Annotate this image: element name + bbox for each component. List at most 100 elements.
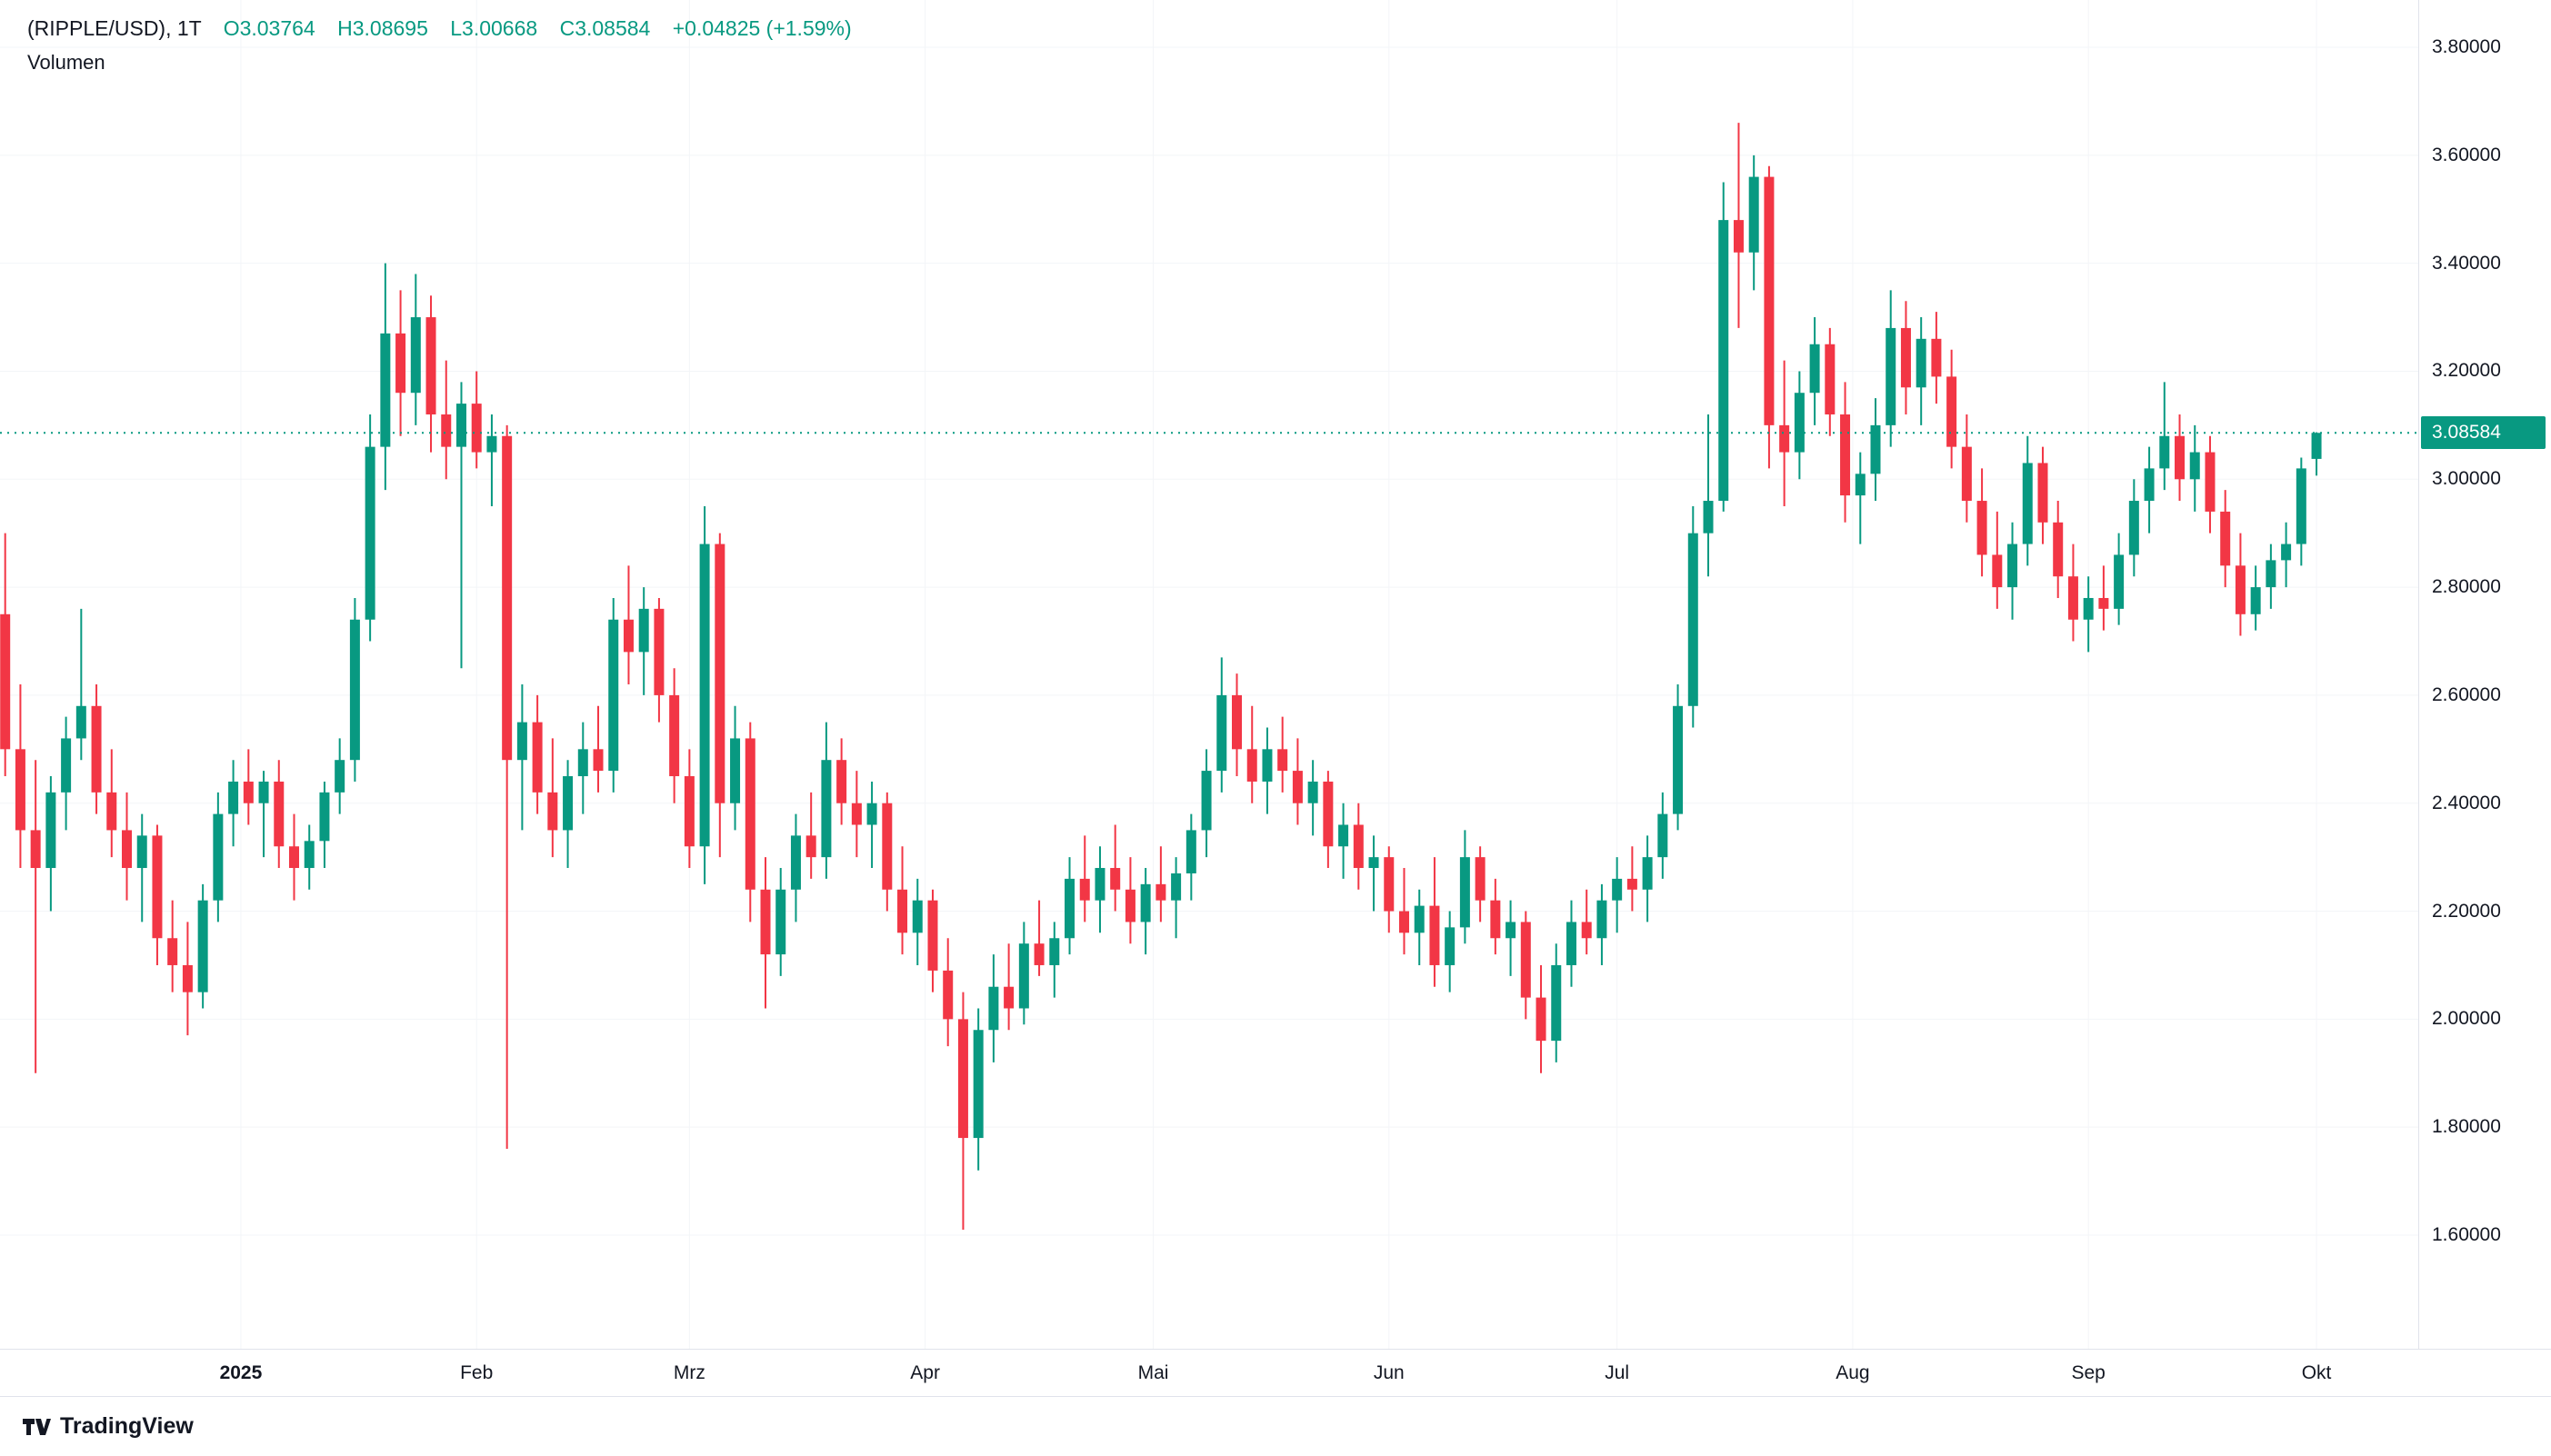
symbol-interval-label[interactable]: (RIPPLE/USD), 1T [27, 16, 202, 40]
candle-body [410, 317, 421, 394]
candle-body [1748, 176, 1759, 253]
candle-body [593, 749, 604, 772]
candle-body [943, 970, 954, 1020]
candle-body [988, 986, 999, 1031]
candle-body [1065, 878, 1075, 939]
candle-body [1079, 878, 1090, 901]
candle-body [304, 841, 315, 869]
candle-body [897, 889, 908, 933]
candle-body [1155, 883, 1166, 901]
candle-body [1034, 943, 1045, 965]
candle-body [213, 813, 224, 901]
candle-body [1475, 857, 1486, 901]
candle-body [2220, 511, 2231, 566]
candle-body [1596, 900, 1607, 939]
candle-body [1673, 705, 1684, 814]
candle-body [1292, 771, 1303, 803]
price-axis-label: 3.40000 [2432, 252, 2501, 274]
candle-body [2296, 468, 2306, 544]
candle-body [1870, 424, 1881, 474]
candle-body [1566, 922, 1576, 965]
tradingview-logo[interactable]: TradingView [22, 1413, 194, 1440]
candle-body [1262, 749, 1273, 782]
time-axis-label: Okt [2301, 1362, 2332, 1383]
candle-body [2266, 560, 2276, 588]
candle-body [1368, 857, 1379, 869]
candle-body [1232, 694, 1243, 750]
candle-body [1140, 883, 1151, 922]
candle-body [2053, 522, 2064, 577]
candle-body [1185, 830, 1196, 873]
time-axis-label: Feb [460, 1362, 494, 1383]
candle-body [821, 760, 832, 858]
price-axis-label: 3.00000 [2432, 468, 2501, 490]
candle-body [1246, 749, 1257, 782]
candle-body [486, 435, 497, 453]
volume-indicator-label[interactable]: Volumen [27, 50, 105, 74]
candle-body [258, 781, 269, 803]
price-axis-label: 3.60000 [2432, 144, 2501, 165]
candle-body [197, 900, 208, 992]
candle-body [2022, 463, 2033, 544]
time-axis-label: Jul [1605, 1362, 1630, 1383]
candle-body [2311, 433, 2322, 459]
price-axis-label: 2.00000 [2432, 1008, 2501, 1030]
candle-body [1384, 857, 1395, 912]
time-axis-label: Aug [1836, 1362, 1870, 1383]
candle-body [2037, 463, 2048, 523]
price-axis[interactable]: 3.08584 3.80000 3.60000 3.40000 3.20000 3.00… [2418, 0, 2551, 1349]
candle-body [2250, 587, 2261, 614]
candle-body [2083, 597, 2094, 620]
candle-body [2144, 468, 2155, 502]
price-axis-label: 2.60000 [2432, 683, 2501, 705]
candle-body [228, 781, 239, 814]
time-axis-label: Mai [1137, 1362, 1169, 1383]
price-axis-label: 2.80000 [2432, 576, 2501, 598]
candle-body [563, 776, 574, 831]
candle-body [2175, 435, 2186, 480]
candle-body [2281, 544, 2292, 561]
low-value: L3.00668 [450, 16, 538, 40]
candle-body [1916, 338, 1926, 388]
candle-body [851, 803, 862, 825]
candle-body [1125, 889, 1135, 922]
candle-body [760, 889, 771, 955]
candle-body [45, 792, 56, 869]
candle-body [136, 835, 147, 869]
candle-body [2007, 544, 2018, 588]
candle-body [2067, 576, 2078, 620]
candle-body [1307, 781, 1318, 803]
candle-body [1961, 446, 1972, 502]
candle-body [745, 738, 755, 890]
time-axis[interactable]: 2025 Feb Mrz Apr Mai Jun Jul Aug Sep Okt [0, 1349, 2551, 1396]
candle-body [1506, 922, 1516, 939]
candle-body [1398, 911, 1409, 933]
candle-body [1657, 813, 1668, 858]
candle-body [1855, 474, 1866, 496]
chart-legend: (RIPPLE/USD), 1T O3.03764 H3.08695 L3.00… [27, 16, 852, 75]
candle-body [502, 435, 513, 761]
candlestick-chart[interactable] [0, 0, 2418, 1349]
candle-body [912, 900, 923, 933]
candle-body [425, 317, 436, 414]
price-axis-label: 3.20000 [2432, 360, 2501, 382]
candle-body [1459, 857, 1470, 928]
candle-body [167, 938, 178, 965]
candle-body [654, 608, 665, 695]
candle-body [699, 544, 710, 847]
tradingview-logo-icon [23, 1418, 51, 1435]
candle-body [866, 803, 877, 825]
candle-body [1338, 824, 1349, 847]
candle-body [2235, 565, 2246, 614]
candle-body [152, 835, 163, 939]
candle-body [2128, 501, 2139, 555]
candle-body [441, 414, 452, 447]
candle-body [1536, 997, 1546, 1042]
candle-body [1490, 900, 1501, 939]
candle-body [608, 619, 619, 772]
candle-body [836, 760, 847, 803]
candle-body [516, 722, 527, 761]
candle-body [1626, 878, 1637, 890]
legend-ohlc-row: (RIPPLE/USD), 1T O3.03764 H3.08695 L3.00… [27, 16, 852, 42]
candlestick-plot-svg[interactable] [0, 0, 2418, 1349]
